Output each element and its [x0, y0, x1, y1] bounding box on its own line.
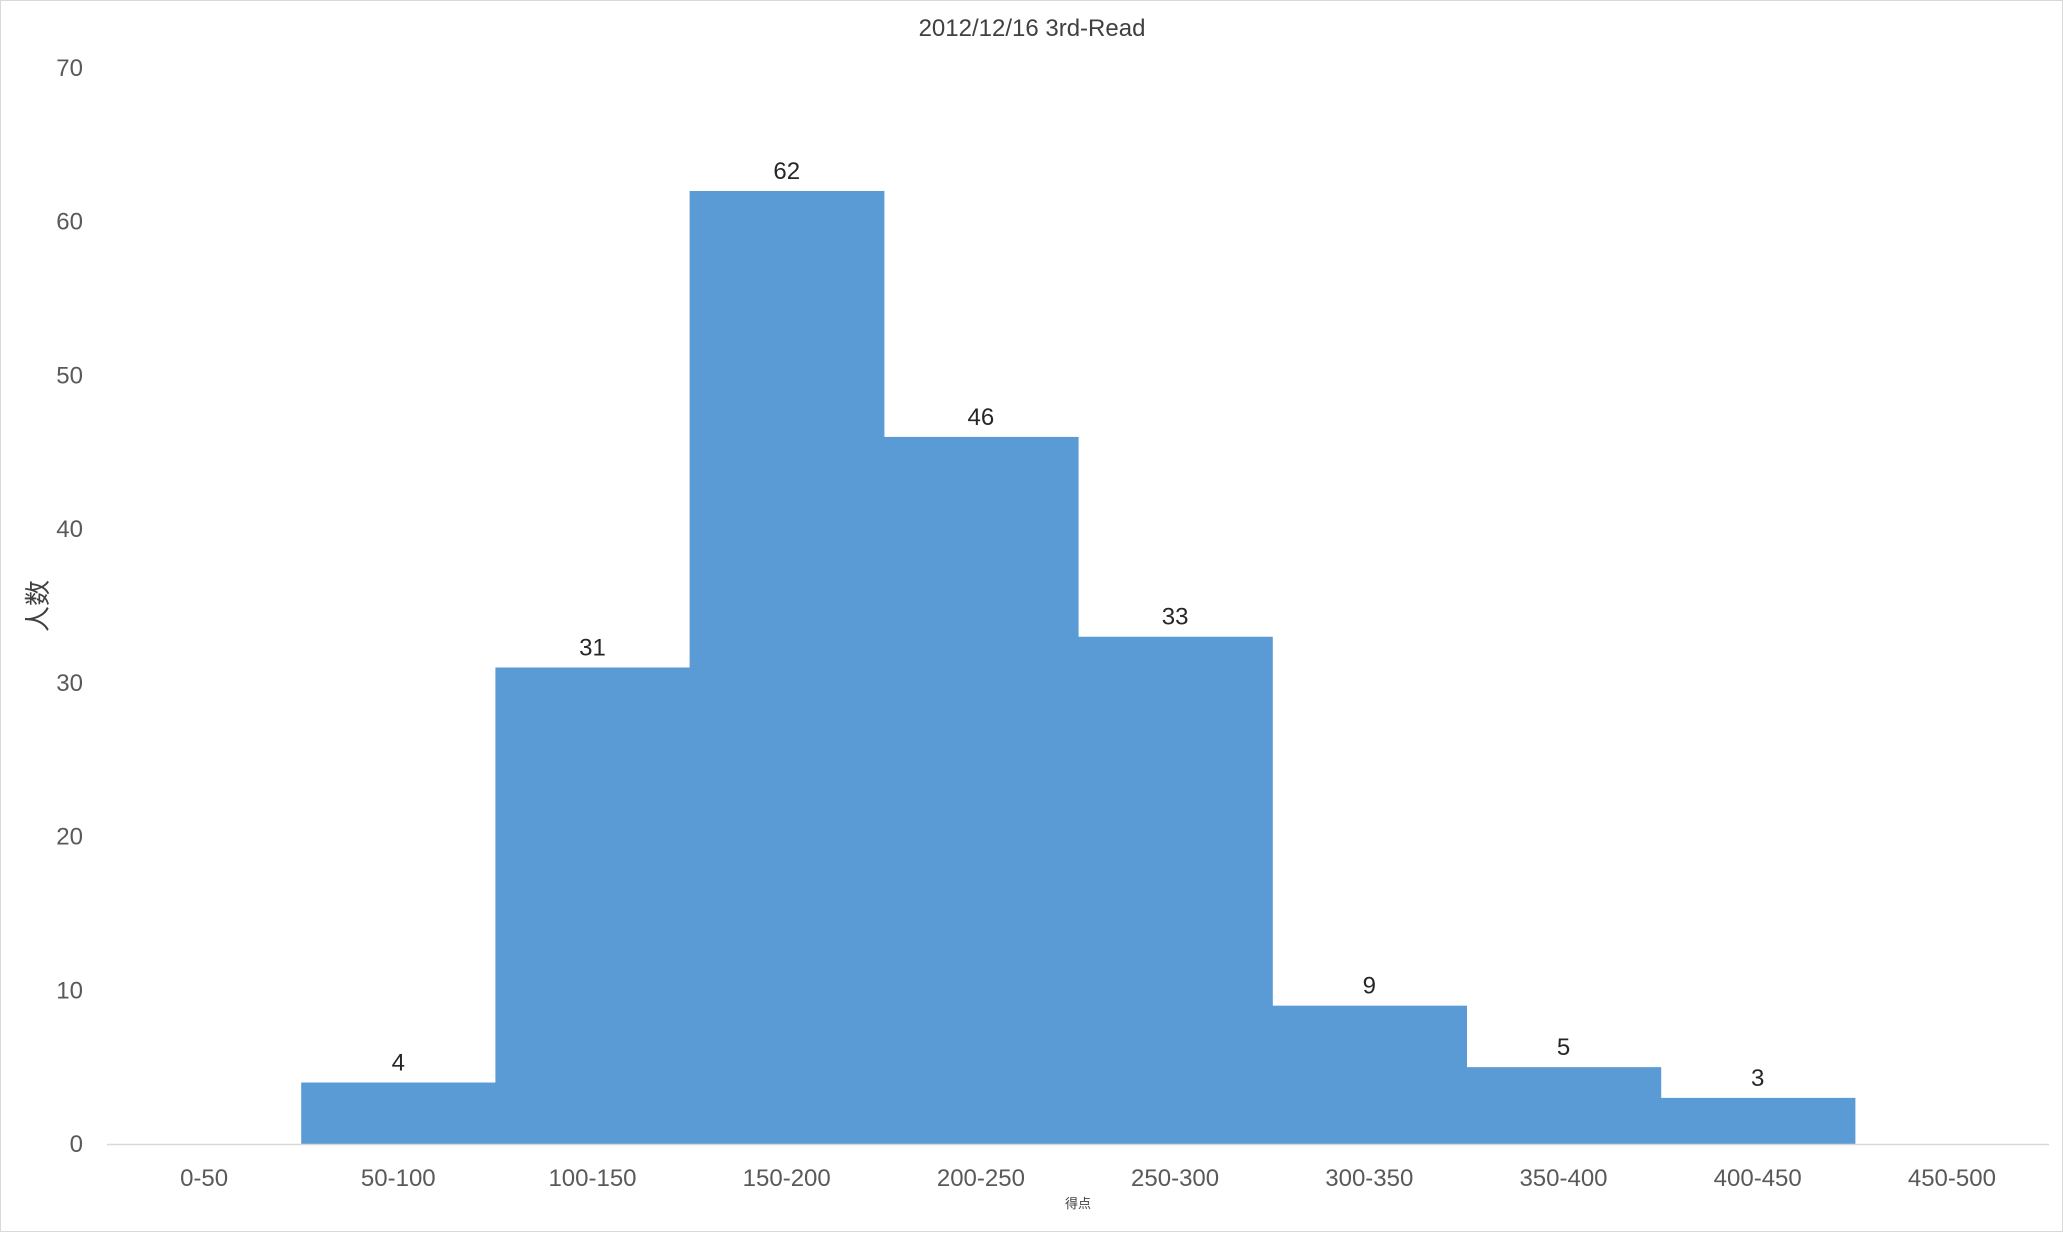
bar-400-450 [1660, 1097, 1856, 1144]
y-tick-labels: 0 10 20 30 40 50 60 70 [56, 55, 83, 1158]
chart-title: 2012/12/16 3rd-Read [919, 15, 1146, 42]
data-label: 3 [1751, 1065, 1764, 1092]
bar-300-350 [1272, 1005, 1467, 1144]
x-axis-title: 得点 [1065, 1196, 1091, 1212]
x-tick-label: 350-400 [1519, 1165, 1607, 1192]
y-tick-label: 70 [56, 55, 83, 82]
x-tick-label: 300-350 [1325, 1165, 1413, 1192]
x-tick-label: 0-50 [180, 1165, 228, 1192]
x-tick-label: 100-150 [548, 1165, 636, 1192]
bars-group [301, 190, 1856, 1144]
bar-350-400 [1466, 1067, 1662, 1144]
bar-100-150 [495, 667, 691, 1144]
y-tick-label: 50 [56, 362, 83, 389]
x-tick-label: 200-250 [937, 1165, 1025, 1192]
bar-150-200 [689, 190, 885, 1144]
data-label: 4 [392, 1050, 405, 1077]
x-tick-label: 150-200 [743, 1165, 831, 1192]
bar-250-300 [1078, 636, 1273, 1144]
y-axis-title: 人数 [24, 580, 54, 632]
bar-50-100 [301, 1082, 496, 1144]
data-label: 46 [968, 404, 995, 431]
data-labels-group: 4 31 62 46 33 9 5 3 [392, 158, 1765, 1092]
data-label: 33 [1162, 604, 1189, 631]
x-tick-label: 400-450 [1714, 1165, 1802, 1192]
bar-200-250 [883, 436, 1079, 1144]
data-label: 62 [773, 158, 800, 185]
x-tick-label: 250-300 [1131, 1165, 1219, 1192]
x-tick-labels: 0-50 50-100 100-150 150-200 200-250 250-300 30… [180, 1165, 1996, 1192]
y-tick-label: 60 [56, 209, 83, 236]
x-tick-label: 450-500 [1908, 1165, 1996, 1192]
data-label: 31 [579, 634, 606, 661]
y-tick-label: 20 [56, 824, 83, 851]
y-tick-label: 40 [56, 516, 83, 543]
y-tick-label: 0 [70, 1131, 83, 1158]
data-label: 9 [1363, 973, 1376, 1000]
y-tick-label: 10 [56, 977, 83, 1004]
x-tick-label: 50-100 [361, 1165, 436, 1192]
data-label: 5 [1557, 1034, 1570, 1061]
y-tick-label: 30 [56, 670, 83, 697]
